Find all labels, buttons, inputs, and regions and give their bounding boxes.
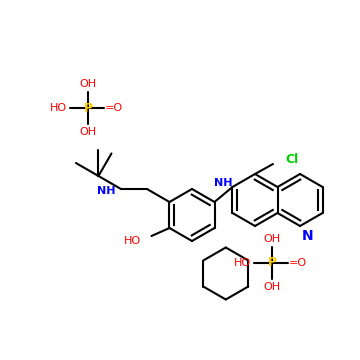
Text: HO: HO <box>49 103 67 113</box>
Text: N: N <box>302 229 314 243</box>
Text: OH: OH <box>80 127 96 137</box>
Text: P: P <box>84 102 93 114</box>
Text: OH: OH <box>264 234 280 244</box>
Text: OH: OH <box>264 282 280 292</box>
Text: =O: =O <box>289 258 307 268</box>
Text: NH: NH <box>214 177 233 188</box>
Text: OH: OH <box>80 79 96 89</box>
Text: P: P <box>267 256 276 270</box>
Text: Cl: Cl <box>285 153 298 166</box>
Text: HO: HO <box>233 258 251 268</box>
Text: HO: HO <box>124 236 141 246</box>
Text: =O: =O <box>105 103 123 113</box>
Text: NH: NH <box>98 186 116 196</box>
